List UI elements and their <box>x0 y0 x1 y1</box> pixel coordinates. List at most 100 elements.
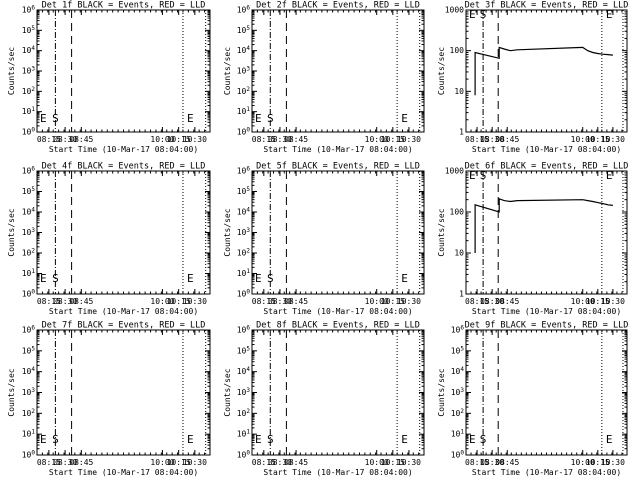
y-axis-label: Counts/sec <box>223 47 232 95</box>
y-tick-label: 105 <box>237 25 251 35</box>
y-tick-label: 102 <box>22 86 36 96</box>
x-tick-label: 08:15 <box>465 297 489 306</box>
y-tick-label: 100 <box>22 127 36 137</box>
marker-S: S <box>480 8 487 21</box>
x-tick-label: 08:30 <box>53 297 77 306</box>
y-tick-label: 103 <box>237 227 251 237</box>
plot-frame <box>465 329 628 456</box>
y-tick-label: 103 <box>237 66 251 76</box>
y-tick-label: 105 <box>237 345 251 355</box>
x-tick-label: 10:15 <box>167 458 191 467</box>
marker-E: E <box>40 112 47 125</box>
plot-title: Det 2f BLACK = Events, RED = LLD <box>256 1 420 11</box>
x-tick-label: 10:15 <box>586 297 610 306</box>
y-tick-label: 106 <box>237 325 251 335</box>
y-tick-label: 101 <box>22 429 36 439</box>
x-tick-label: 10:15 <box>167 297 191 306</box>
x-tick-label: 08:45 <box>284 135 308 144</box>
x-tick-label: 10:30 <box>397 135 421 144</box>
marker-E: E <box>469 169 476 182</box>
y-tick-label: 100 <box>237 127 251 137</box>
x-tick-label: 10:00 <box>365 297 389 306</box>
plot-frame <box>36 170 211 295</box>
x-tick-label: 10:15 <box>381 135 405 144</box>
x-tick-label: 10:00 <box>571 135 595 144</box>
x-tick-label: 08:30 <box>480 458 504 467</box>
y-tick-label: 102 <box>451 408 465 418</box>
marker-E: E <box>255 112 262 125</box>
plot-panel-det3f: Det 3f BLACK = Events, RED = LLD 1 10 100 10… <box>437 1 628 155</box>
marker-E: E <box>469 433 476 446</box>
x-tick-label: 08:45 <box>495 458 519 467</box>
y-axis-label: Counts/sec <box>7 47 16 95</box>
x-tick-label: 08:45 <box>69 135 93 144</box>
x-tick-label: 08:15 <box>37 458 61 467</box>
x-axis-label: Start Time (10-Mar-17 08:04:00) <box>49 307 198 316</box>
plot-frame <box>251 329 425 456</box>
y-axis-label: Counts/sec <box>437 47 446 95</box>
x-tick-label: 08:15 <box>465 458 489 467</box>
x-tick-label: 10:00 <box>365 135 389 144</box>
y-tick-label: 105 <box>22 345 36 355</box>
y-tick-label: 100 <box>22 450 36 460</box>
marker-E: E <box>187 112 194 125</box>
plot-panel-det4f: Det 4f BLACK = Events, RED = LLD 100 101 10… <box>7 162 211 316</box>
x-tick-label: 08:15 <box>252 135 276 144</box>
y-axis-label: Counts/sec <box>7 208 16 256</box>
plot-panel-det5f: Det 5f BLACK = Events, RED = LLD 100 101 10… <box>223 162 425 316</box>
y-tick-label: 101 <box>237 268 251 278</box>
y-tick-label: 104 <box>237 45 251 55</box>
x-tick-label: 08:30 <box>53 458 77 467</box>
plot-frame <box>465 170 628 295</box>
y-tick-label: 106 <box>451 325 465 335</box>
marker-E: E <box>401 112 408 125</box>
y-tick-label: 103 <box>22 66 36 76</box>
x-tick-label: 08:15 <box>465 135 489 144</box>
x-axis-label: Start Time (10-Mar-17 08:04:00) <box>472 468 621 477</box>
y-tick-label: 100 <box>237 289 251 299</box>
y-tick-label: 106 <box>22 5 36 15</box>
y-axis-label: Counts/sec <box>223 368 232 416</box>
marker-S: S <box>267 112 274 125</box>
marker-S: S <box>52 433 59 446</box>
y-tick-label: 102 <box>237 86 251 96</box>
y-tick-label: 104 <box>22 366 36 376</box>
plot-frame <box>36 329 211 456</box>
x-tick-label: 08:45 <box>495 135 519 144</box>
x-tick-label: 10:30 <box>397 458 421 467</box>
x-tick-label: 10:00 <box>150 297 174 306</box>
plot-panel-det2f: Det 2f BLACK = Events, RED = LLD 100 101 10… <box>223 1 425 154</box>
x-tick-label: 08:15 <box>37 135 61 144</box>
x-tick-label: 08:30 <box>53 135 77 144</box>
x-tick-label: 10:00 <box>365 458 389 467</box>
plot-frame <box>251 170 425 295</box>
plot-title: Det 3f BLACK = Events, RED = LLD <box>465 1 629 11</box>
x-tick-label: 10:00 <box>571 297 595 306</box>
y-tick-label: 104 <box>22 207 36 217</box>
marker-E: E <box>469 8 476 21</box>
y-tick-label: 105 <box>22 186 36 196</box>
y-tick-label: 100 <box>22 289 36 299</box>
y-tick-label: 10 <box>454 87 464 96</box>
y-tick-label: 103 <box>451 387 465 397</box>
y-tick-label: 103 <box>22 387 36 397</box>
y-tick-label: 102 <box>22 408 36 418</box>
y-tick-label: 104 <box>237 366 251 376</box>
plot-title: Det 5f BLACK = Events, RED = LLD <box>256 162 420 172</box>
y-tick-label: 101 <box>22 106 36 116</box>
y-tick-label: 106 <box>22 166 36 176</box>
x-tick-label: 08:45 <box>69 297 93 306</box>
y-tick-label: 104 <box>22 45 36 55</box>
x-tick-label: 08:45 <box>284 458 308 467</box>
marker-E: E <box>606 8 613 21</box>
plot-frame <box>465 9 628 133</box>
y-tick-label: 1000 <box>445 6 464 15</box>
y-tick-label: 101 <box>237 106 251 116</box>
series-line <box>474 46 613 96</box>
x-axis-label: Start Time (10-Mar-17 08:04:00) <box>472 307 621 316</box>
y-axis-label: Counts/sec <box>437 368 446 416</box>
x-tick-label: 10:15 <box>167 135 191 144</box>
x-tick-label: 10:30 <box>183 135 207 144</box>
x-tick-label: 10:15 <box>586 135 610 144</box>
